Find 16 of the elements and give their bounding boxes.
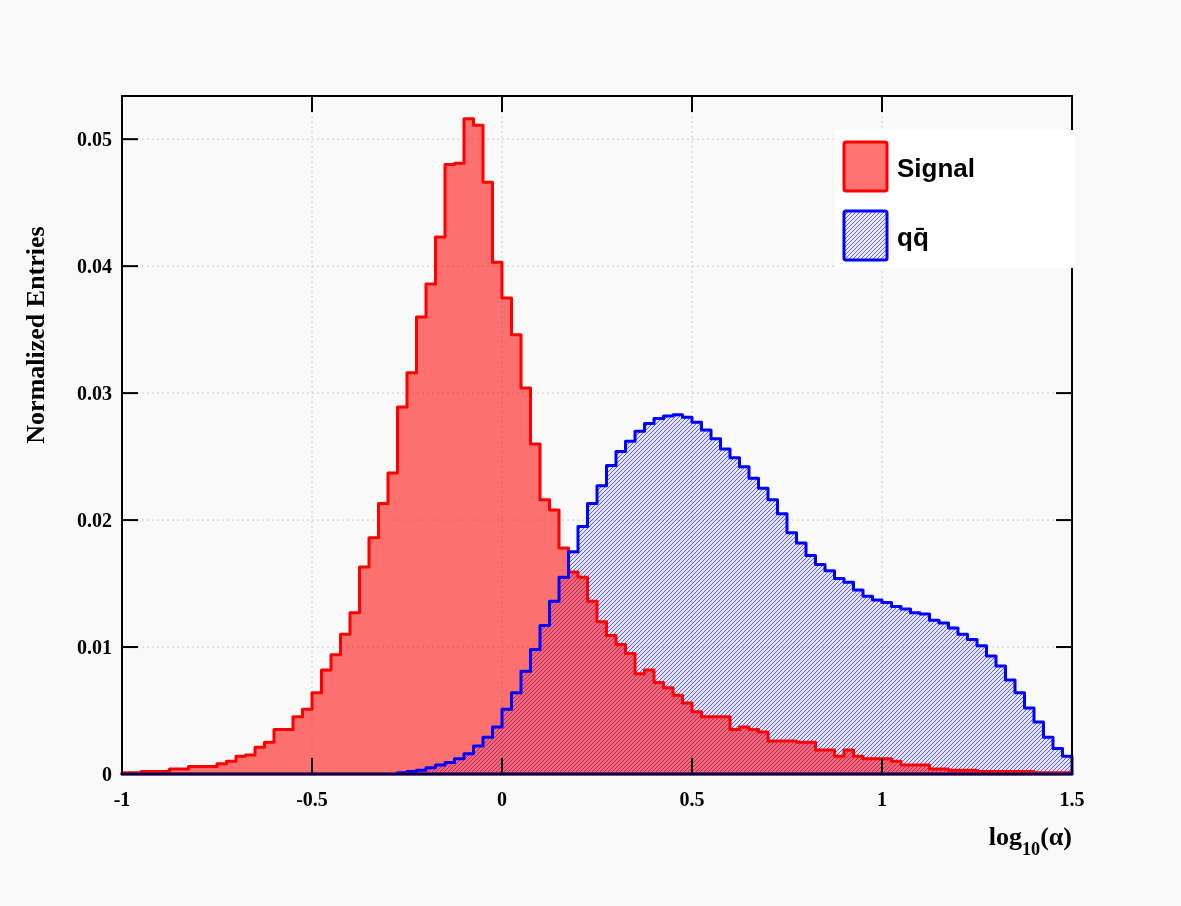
y-tick-label: 0.01	[77, 636, 112, 659]
y-tick-label: 0.05	[77, 128, 112, 151]
x-tick-label: -0.5	[296, 788, 328, 810]
x-tick-label: 1	[877, 788, 887, 810]
y-tick-label: 0.03	[77, 382, 112, 405]
y-tick-label: 0.04	[77, 255, 112, 278]
x-tick-label: 0	[497, 788, 507, 810]
legend-label: Signal	[897, 153, 976, 183]
y-tick-label: 0.02	[77, 509, 112, 532]
y-axis-title: Normalized Entries	[21, 226, 50, 444]
y-tick-label: 0	[102, 763, 112, 785]
x-tick-label: -1	[113, 788, 131, 810]
x-axis-title: log$_{10}$(α)	[988, 822, 1072, 859]
x-tick-label: 0.5	[679, 788, 705, 810]
legend-label: qq̄	[897, 222, 929, 252]
x-tick-label: 1.5	[1059, 788, 1085, 810]
